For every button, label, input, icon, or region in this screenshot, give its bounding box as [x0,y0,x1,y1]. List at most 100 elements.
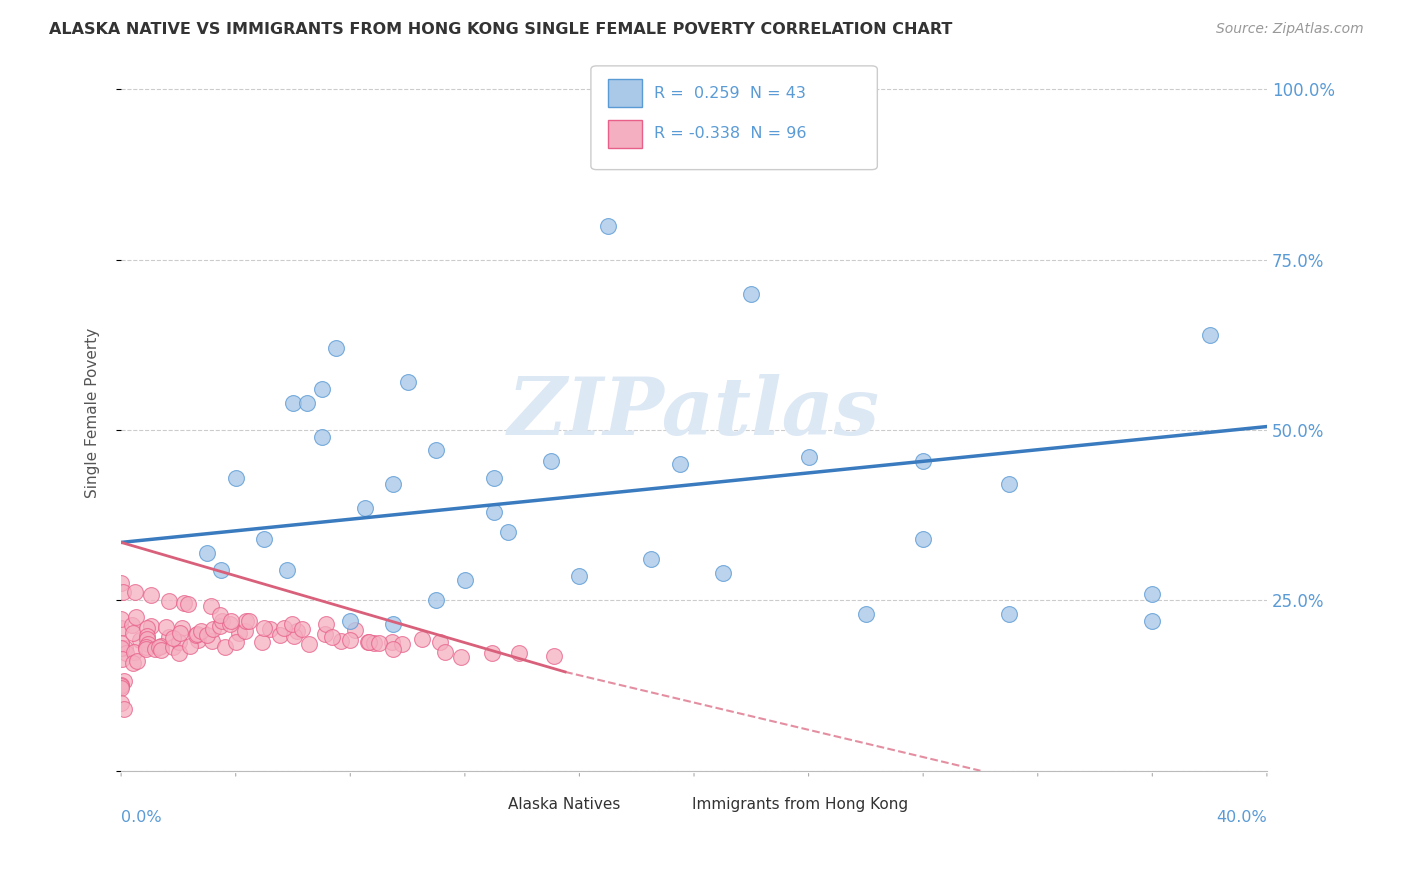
Point [111,585,134,599]
Point [128,632,150,647]
FancyBboxPatch shape [607,78,643,107]
Text: 40.0%: 40.0% [1216,810,1267,825]
Point [668,457,690,471]
FancyBboxPatch shape [607,120,643,148]
Point [114,640,136,655]
Point [325,341,347,355]
Point [186,628,208,642]
Point [121,626,143,640]
Point [225,470,247,484]
Point [1142,614,1164,628]
Point [382,617,405,632]
Point [381,642,404,657]
Point [157,593,180,607]
Text: Source: ZipAtlas.com: Source: ZipAtlas.com [1216,22,1364,37]
Point [169,626,191,640]
Point [797,82,820,96]
Point [283,629,305,643]
Point [125,654,148,668]
Point [998,607,1021,621]
Point [508,646,530,660]
Point [155,620,177,634]
Text: Alaska Natives: Alaska Natives [509,797,621,812]
Point [179,640,201,654]
Point [311,382,333,396]
Point [124,584,146,599]
Point [214,640,236,654]
Point [276,563,298,577]
Point [135,642,157,657]
Point [425,593,447,607]
Point [195,546,218,560]
Point [396,376,419,390]
Point [540,453,562,467]
Point [273,621,295,635]
Y-axis label: Single Female Poverty: Single Female Poverty [86,327,100,498]
Point [339,614,361,628]
Point [1198,327,1220,342]
Point [122,657,145,671]
Point [238,615,260,629]
Point [187,632,209,647]
FancyBboxPatch shape [591,66,877,169]
Point [190,624,212,639]
Point [640,552,662,566]
Text: R = -0.338  N = 96: R = -0.338 N = 96 [654,127,807,141]
Point [543,649,565,664]
Point [124,644,146,658]
Point [208,608,231,623]
FancyBboxPatch shape [659,794,685,815]
Point [233,624,256,639]
Point [235,614,257,628]
Text: ZIPatlas: ZIPatlas [508,374,880,451]
Point [167,646,190,660]
Point [311,430,333,444]
Point [450,650,472,665]
Point [568,569,591,583]
Point [363,636,385,650]
FancyBboxPatch shape [477,794,502,815]
Point [110,612,132,626]
Point [315,617,337,632]
Point [411,632,433,646]
Point [177,597,200,611]
Point [343,623,366,637]
Point [482,470,505,484]
Point [112,673,135,688]
Point [136,629,159,643]
Point [110,621,132,635]
Point [998,477,1021,491]
Point [136,621,159,635]
Point [314,626,336,640]
Point [186,627,208,641]
Point [110,696,132,710]
Point [209,619,232,633]
Point [291,622,314,636]
Point [481,646,503,660]
Point [173,596,195,610]
Point [297,395,319,409]
Point [162,640,184,654]
Point [195,628,218,642]
Point [111,652,134,666]
Point [250,635,273,649]
Point [253,621,276,635]
Point [135,640,157,655]
Point [110,636,132,650]
Point [357,635,380,649]
Point [112,702,135,716]
Text: 0.0%: 0.0% [121,810,162,825]
Point [136,637,159,651]
Point [162,631,184,645]
Point [280,616,302,631]
Point [425,443,447,458]
Point [391,637,413,651]
Point [434,644,457,658]
Point [211,615,233,629]
Point [170,621,193,635]
Point [1313,546,1336,560]
Point [912,453,935,467]
Point [711,566,734,580]
Point [201,622,224,636]
Point [219,617,242,632]
